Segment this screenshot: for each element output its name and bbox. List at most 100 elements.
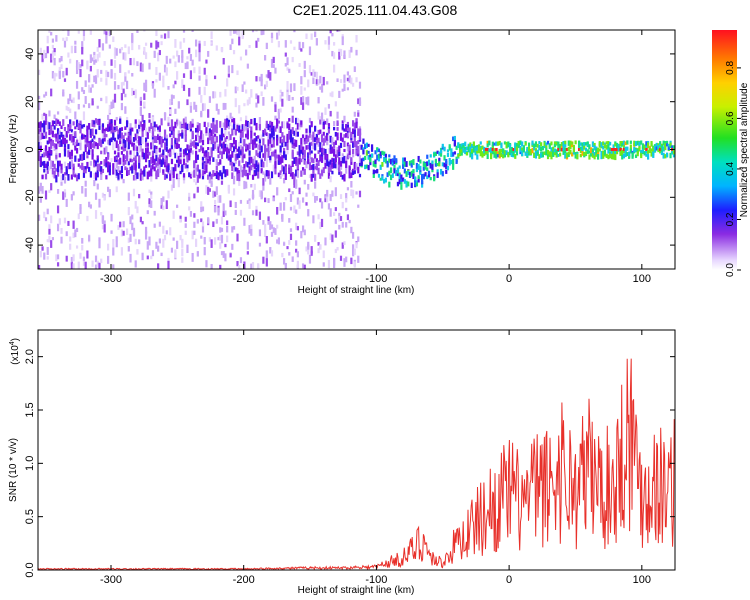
heatmap-cell: [314, 197, 317, 201]
heatmap-cell: [464, 141, 467, 147]
heatmap-cell: [153, 158, 156, 165]
heatmap-cell: [198, 43, 201, 53]
heatmap-cell: [590, 147, 593, 154]
heatmap-cell: [300, 230, 303, 239]
heatmap-cell: [158, 139, 161, 145]
heatmap-cell: [229, 253, 232, 258]
heatmap-cell: [115, 156, 118, 160]
heatmap-cell: [669, 142, 672, 146]
heatmap-cell: [207, 109, 210, 118]
heatmap-cell: [481, 145, 484, 150]
heatmap-cell: [38, 214, 41, 221]
heatmap-cell: [526, 146, 529, 153]
heatmap-cell: [457, 153, 460, 158]
heatmap-cell: [274, 104, 277, 113]
heatmap-cell: [113, 53, 117, 59]
heatmap-cell: [307, 135, 310, 142]
heatmap-cell: [255, 136, 258, 142]
heatmap-cell: [353, 122, 356, 132]
heatmap-cell: [219, 264, 222, 269]
heatmap-cell: [189, 148, 193, 153]
heatmap-cell: [238, 105, 241, 114]
heatmap-cell: [160, 198, 163, 206]
heatmap-cell: [69, 243, 72, 250]
heatmap-cell: [141, 129, 144, 137]
heatmap-cell: [326, 134, 329, 141]
heatmap-cell: [624, 151, 627, 158]
heatmap-cell: [288, 167, 291, 174]
heatmap-cell: [113, 81, 117, 90]
heatmap-cell: [498, 140, 501, 146]
heatmap-cell: [69, 161, 72, 170]
heatmap-cell: [317, 111, 320, 120]
heatmap-cell: [93, 141, 96, 149]
heatmap-cell: [124, 132, 127, 136]
heatmap-cell: [331, 170, 334, 175]
heatmap-cell: [567, 146, 570, 151]
heatmap-cell: [75, 120, 79, 127]
heatmap-cell: [169, 126, 172, 132]
heatmap-cell: [295, 222, 298, 230]
snr-frame: [37, 329, 676, 571]
heatmap-cell: [212, 157, 215, 162]
heatmap-cell: [545, 142, 548, 146]
heatmap-cell: [134, 155, 137, 162]
heatmap-cell: [112, 126, 115, 133]
heatmap-cell: [136, 249, 139, 255]
heatmap-cell: [39, 47, 42, 53]
heatmap-cell: [67, 144, 70, 150]
heatmap-cell: [232, 188, 236, 196]
heatmap-cell: [277, 237, 281, 245]
heatmap-cell: [162, 205, 165, 211]
heatmap-cell: [629, 144, 632, 151]
heatmap-cell: [217, 174, 220, 181]
heatmap-cell: [158, 148, 161, 153]
heatmap-cell: [248, 97, 251, 105]
heatmap-cell: [93, 75, 96, 83]
heatmap-cell: [296, 251, 299, 258]
heatmap-cell: [314, 143, 317, 151]
heatmap-cell: [146, 143, 149, 147]
heatmap-cell: [376, 168, 379, 174]
heatmap-cell: [215, 172, 218, 179]
heatmap-cell: [345, 134, 348, 138]
heatmap-cell: [248, 166, 251, 173]
heatmap-cell: [534, 151, 538, 155]
heatmap-cell: [120, 132, 124, 139]
heatmap-cell: [286, 81, 289, 90]
heatmap-cell: [153, 123, 156, 132]
heatmap-cell: [250, 165, 253, 171]
heatmap-cell: [70, 153, 73, 159]
heatmap-cell: [210, 263, 213, 269]
heatmap-cell: [198, 86, 201, 95]
heatmap-cell: [224, 102, 227, 110]
heatmap-cell: [48, 30, 51, 33]
heatmap-cell: [100, 161, 103, 165]
heatmap-cell: [217, 154, 220, 159]
heatmap-cell: [58, 134, 61, 140]
heatmap-cell: [602, 141, 605, 146]
heatmap-cell: [329, 144, 332, 153]
heatmap-cell: [51, 167, 55, 175]
heatmap-cell: [82, 124, 86, 128]
heatmap-cell: [134, 200, 137, 209]
heatmap-cell: [282, 166, 286, 175]
heatmap-cell: [569, 143, 572, 149]
heatmap-cell: [452, 152, 455, 157]
heatmap-cell: [136, 129, 139, 134]
heatmap-cell: [74, 126, 77, 130]
heatmap-cell: [207, 50, 210, 57]
heatmap-cell: [122, 158, 125, 166]
heatmap-cell: [476, 154, 479, 160]
heatmap-cell: [348, 49, 351, 58]
heatmap-cell: [200, 95, 203, 103]
heatmap-cell: [279, 158, 282, 165]
heatmap-cell: [552, 146, 555, 153]
heatmap-cell: [310, 150, 313, 154]
heatmap-cell: [208, 158, 211, 165]
heatmap-cell: [367, 154, 370, 160]
heatmap-cell: [277, 40, 281, 48]
heatmap-cell: [60, 131, 63, 138]
heatmap-cell: [555, 152, 558, 158]
heatmap-cell: [495, 150, 498, 156]
